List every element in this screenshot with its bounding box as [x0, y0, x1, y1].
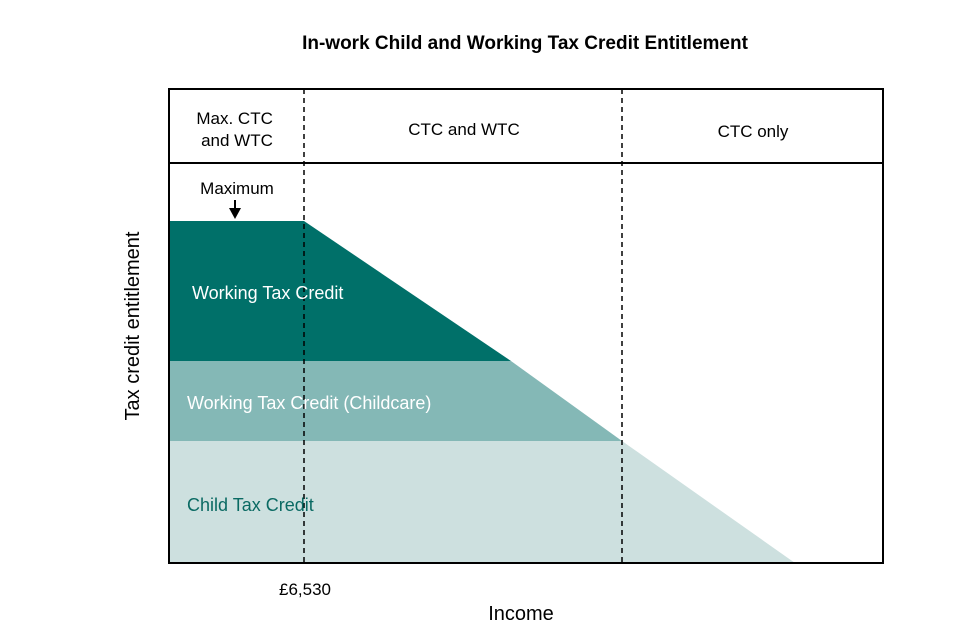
working-tax-credit-label: Working Tax Credit: [192, 283, 343, 303]
maximum-arrow-head: [229, 208, 241, 219]
x-axis-label: Income: [488, 603, 554, 625]
working-tax-credit-childcare-area: [169, 361, 622, 441]
chart-title: In-work Child and Working Tax Credit Ent…: [302, 33, 748, 54]
maximum-annotation: Maximum: [200, 179, 274, 198]
zone-label-ctc-only: CTC only: [718, 122, 789, 141]
child-tax-credit-area: [169, 441, 795, 563]
y-axis-label: Tax credit entitlement: [122, 231, 144, 420]
x-tick-label-6530: £6,530: [279, 580, 331, 599]
plot-frame: [168, 88, 884, 564]
working-tax-credit-area: [169, 221, 511, 361]
zone-label-ctc-and-wtc: CTC and WTC: [408, 120, 519, 139]
child-tax-credit-label: Child Tax Credit: [187, 495, 314, 515]
zone-label-max-ctc-wtc: Max. CTC and WTC: [196, 109, 277, 150]
working-tax-credit-childcare-label: Working Tax Credit (Childcare): [187, 393, 431, 413]
